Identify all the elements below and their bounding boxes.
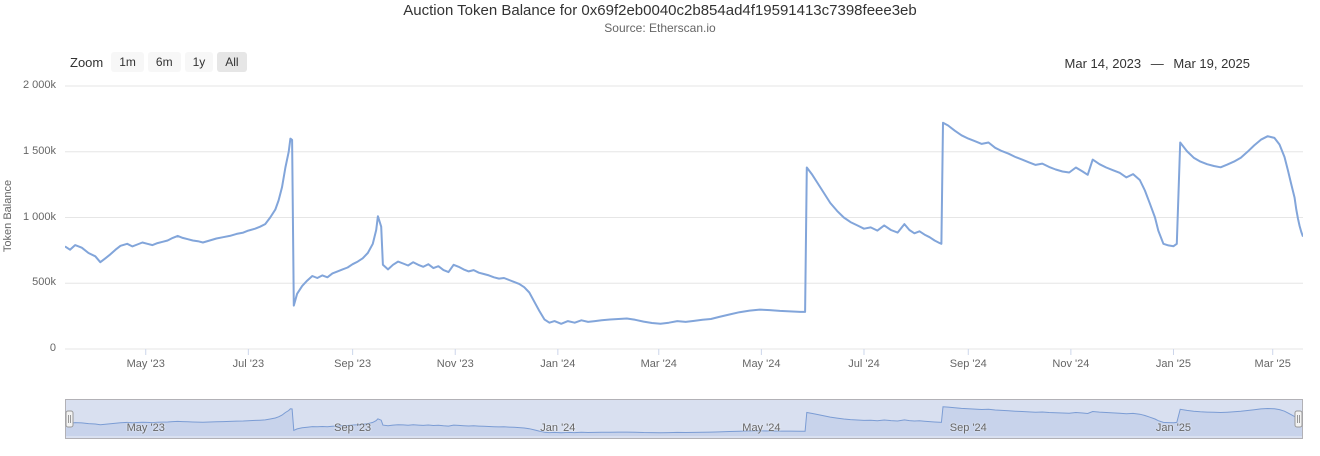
y-axis-label: 2 000k (22, 79, 56, 91)
navigator-axis-label: Sep '23 (334, 422, 372, 434)
range-separator: — (1150, 56, 1164, 71)
range-button-1m[interactable]: 1m (111, 52, 144, 72)
range-buttons: 1m 6m 1y All (107, 52, 247, 72)
navigator-chart[interactable] (65, 399, 1303, 439)
y-axis-label: 1 000k (22, 210, 56, 223)
navigator-handle-left[interactable] (65, 410, 74, 428)
x-axis-label: May '23 (126, 358, 165, 370)
x-axis-label: Nov '24 (1052, 358, 1090, 370)
chart-title: Auction Token Balance for 0x69f2eb0040c2… (403, 2, 917, 19)
range-button-1y[interactable]: 1y (184, 52, 214, 72)
x-axis-label: Mar '24 (640, 358, 677, 370)
x-axis-label: Jul '23 (232, 358, 265, 370)
x-axis-label: Jan '25 (1155, 358, 1192, 370)
range-button-6m[interactable]: 6m (147, 52, 181, 72)
plot-area[interactable] (65, 80, 1303, 358)
y-axis-label: 0 (49, 342, 56, 354)
y-axis-label: 1 500k (22, 144, 56, 157)
range-button-all[interactable]: All (217, 52, 247, 72)
range-to-date[interactable]: Mar 19, 2025 (1173, 56, 1250, 71)
navigator-axis-label: May '23 (126, 422, 165, 434)
x-axis-label: Jul '24 (848, 358, 880, 370)
x-axis-label: Mar '25 (1254, 358, 1291, 370)
navigator-mask[interactable] (65, 399, 1303, 439)
chart-subtitle: Source: Etherscan.io (604, 21, 716, 35)
navigator-axis-label: May '24 (742, 422, 781, 434)
x-axis-label: Sep '24 (949, 358, 987, 370)
x-axis-label: Nov '23 (436, 358, 474, 370)
series-line (65, 121, 1303, 325)
navigator-line (65, 406, 1303, 434)
navigator-area (65, 406, 1303, 436)
date-range-display: Mar 14, 2023 — Mar 19, 2025 (1062, 56, 1253, 71)
navigator-axis-label: Sep '24 (949, 422, 987, 434)
navigator-axis-label: Jan '24 (540, 422, 576, 434)
range-selector: Zoom 1m 6m 1y All (70, 52, 247, 72)
x-axis-label: Sep '23 (334, 358, 372, 370)
navigator-axis-label: Jan '25 (1155, 422, 1192, 434)
x-axis-label: May '24 (742, 358, 781, 370)
range-from-date[interactable]: Mar 14, 2023 (1064, 56, 1142, 71)
navigator-handle-right[interactable] (1294, 410, 1303, 428)
x-axis-label: Jan '24 (540, 358, 576, 370)
y-axis-label: 500k (32, 276, 56, 289)
navigator[interactable]: May '23 Sep '23 Jan '24 May '24 Sep '24 Jan '… (65, 399, 1303, 439)
zoom-label: Zoom (70, 54, 104, 70)
